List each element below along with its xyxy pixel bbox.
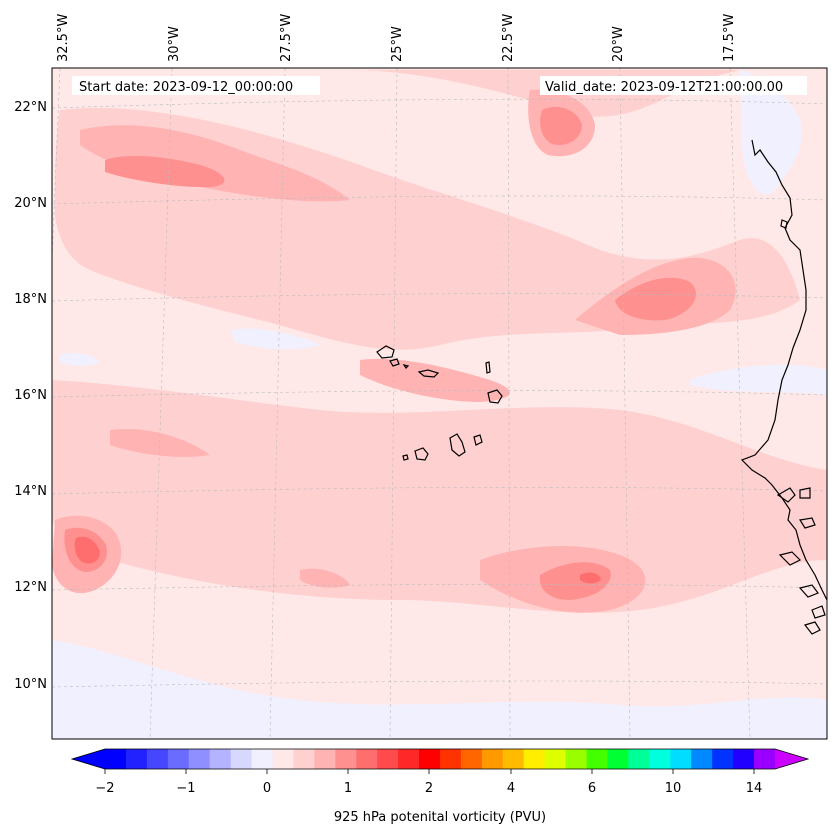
longitude-labels: 32.5°W 30°W 27.5°W 25°W 22.5°W 20°W 17.5°W — [56, 14, 737, 62]
map-panel: Start date: 2023-09-12_00:00:00 Valid_da… — [52, 68, 827, 739]
longitude-label: 17.5°W — [722, 14, 737, 62]
colorbar-cell — [293, 749, 315, 769]
latitude-label: 22°N — [14, 100, 47, 115]
colorbar-tick-label: 10 — [665, 781, 682, 796]
island-sal — [485, 361, 491, 374]
colorbar-cell — [125, 749, 148, 769]
island-santa-luzia — [402, 364, 410, 369]
map-frame — [51, 67, 828, 740]
colorbar-ticks: −2 −1 0 1 2 4 6 10 14 — [95, 769, 762, 796]
colorbar-cell — [314, 749, 336, 769]
cabo-verde-islands — [376, 345, 503, 461]
colorbar-tick-label: 6 — [588, 781, 596, 796]
colorbar-cell — [377, 749, 399, 769]
colorbar-cell — [146, 749, 169, 769]
colorbar-cells — [105, 749, 776, 769]
colorbar-cell — [188, 749, 211, 769]
island-santo-antao — [376, 345, 395, 359]
colorbar-tick-label: 14 — [746, 781, 763, 796]
longitude-label: 30°W — [167, 26, 182, 62]
start-date-box — [72, 76, 320, 95]
pv-level-3-areas — [64, 106, 696, 600]
colorbar-cell — [691, 749, 713, 769]
longitude-label: 32.5°W — [56, 14, 71, 62]
valid-date-box — [540, 76, 807, 95]
pv-level-4-areas — [74, 536, 601, 584]
colorbar-cell — [356, 749, 378, 769]
island-sao-nicolau — [417, 369, 440, 378]
colorbar-tick-label: −1 — [176, 781, 195, 796]
latitude-label: 18°N — [14, 292, 47, 307]
longitude-label: 20°W — [611, 26, 626, 62]
colorbar-cell — [733, 749, 755, 769]
colorbar-tick-label: 4 — [507, 781, 515, 796]
colorbar-cell — [649, 749, 671, 769]
pv-level-2-areas — [52, 89, 736, 613]
colorbar-cell — [251, 749, 273, 769]
colorbar-tick-label: 0 — [263, 781, 271, 796]
island-brava — [402, 454, 409, 461]
colorbar-cell — [712, 749, 734, 769]
colorbar-cell — [523, 749, 546, 769]
colorbar-cell — [419, 749, 441, 769]
colorbar-tick-label: 1 — [344, 781, 352, 796]
colorbar-cell — [105, 749, 127, 769]
colorbar-cell — [398, 749, 420, 769]
valid-date-label: Valid_date: 2023-09-12T21:00:00.00 — [545, 80, 783, 95]
colorbar-extend-high — [775, 749, 808, 769]
colorbar-cell — [440, 749, 462, 769]
colorbar-cell — [670, 749, 692, 769]
graticule — [52, 68, 827, 739]
longitude-label: 27.5°W — [279, 14, 294, 62]
latitude-labels: 22°N 20°N 18°N 16°N 14°N 12°N 10°N — [14, 100, 47, 692]
latitude-label: 20°N — [14, 196, 47, 211]
latitude-label: 10°N — [14, 677, 47, 692]
latitude-label: 16°N — [14, 388, 47, 403]
colorbar-cell — [607, 749, 629, 769]
colorbar-cell — [481, 749, 504, 769]
island-maio — [473, 434, 483, 446]
colorbar-cell — [272, 749, 294, 769]
colorbar-cell — [335, 749, 357, 769]
colorbar-cell — [209, 749, 232, 769]
colorbar-cell — [230, 749, 252, 769]
island-fogo — [414, 447, 429, 461]
colorbar-cell — [586, 749, 608, 769]
longitude-label: 25°W — [390, 26, 405, 62]
colorbar-tick-label: −2 — [95, 781, 114, 796]
colorbar-cell — [754, 749, 776, 769]
longitude-label: 22.5°W — [501, 14, 516, 62]
colorbar-cell — [167, 749, 190, 769]
colorbar: −2 −1 0 1 2 4 6 10 14 925 hPa potenital vorticit… — [70, 748, 810, 825]
start-date-label: Start date: 2023-09-12_00:00:00 — [79, 80, 293, 95]
colorbar-extend-low — [72, 749, 105, 769]
latitude-label: 12°N — [14, 580, 47, 595]
colorbar-cell — [502, 749, 525, 769]
colorbar-cell — [628, 749, 650, 769]
colorbar-cell — [565, 749, 587, 769]
africa-coastline — [740, 139, 827, 635]
island-sao-vicente — [389, 358, 400, 367]
latitude-label: 14°N — [14, 484, 47, 499]
colorbar-label: 925 hPa potenital vorticity (PVU) — [334, 810, 546, 825]
island-santiago — [449, 433, 466, 457]
colorbar-cell — [460, 749, 483, 769]
colorbar-tick-label: 2 — [425, 781, 433, 796]
island-boa-vista — [487, 389, 503, 404]
colorbar-cell — [544, 749, 567, 769]
